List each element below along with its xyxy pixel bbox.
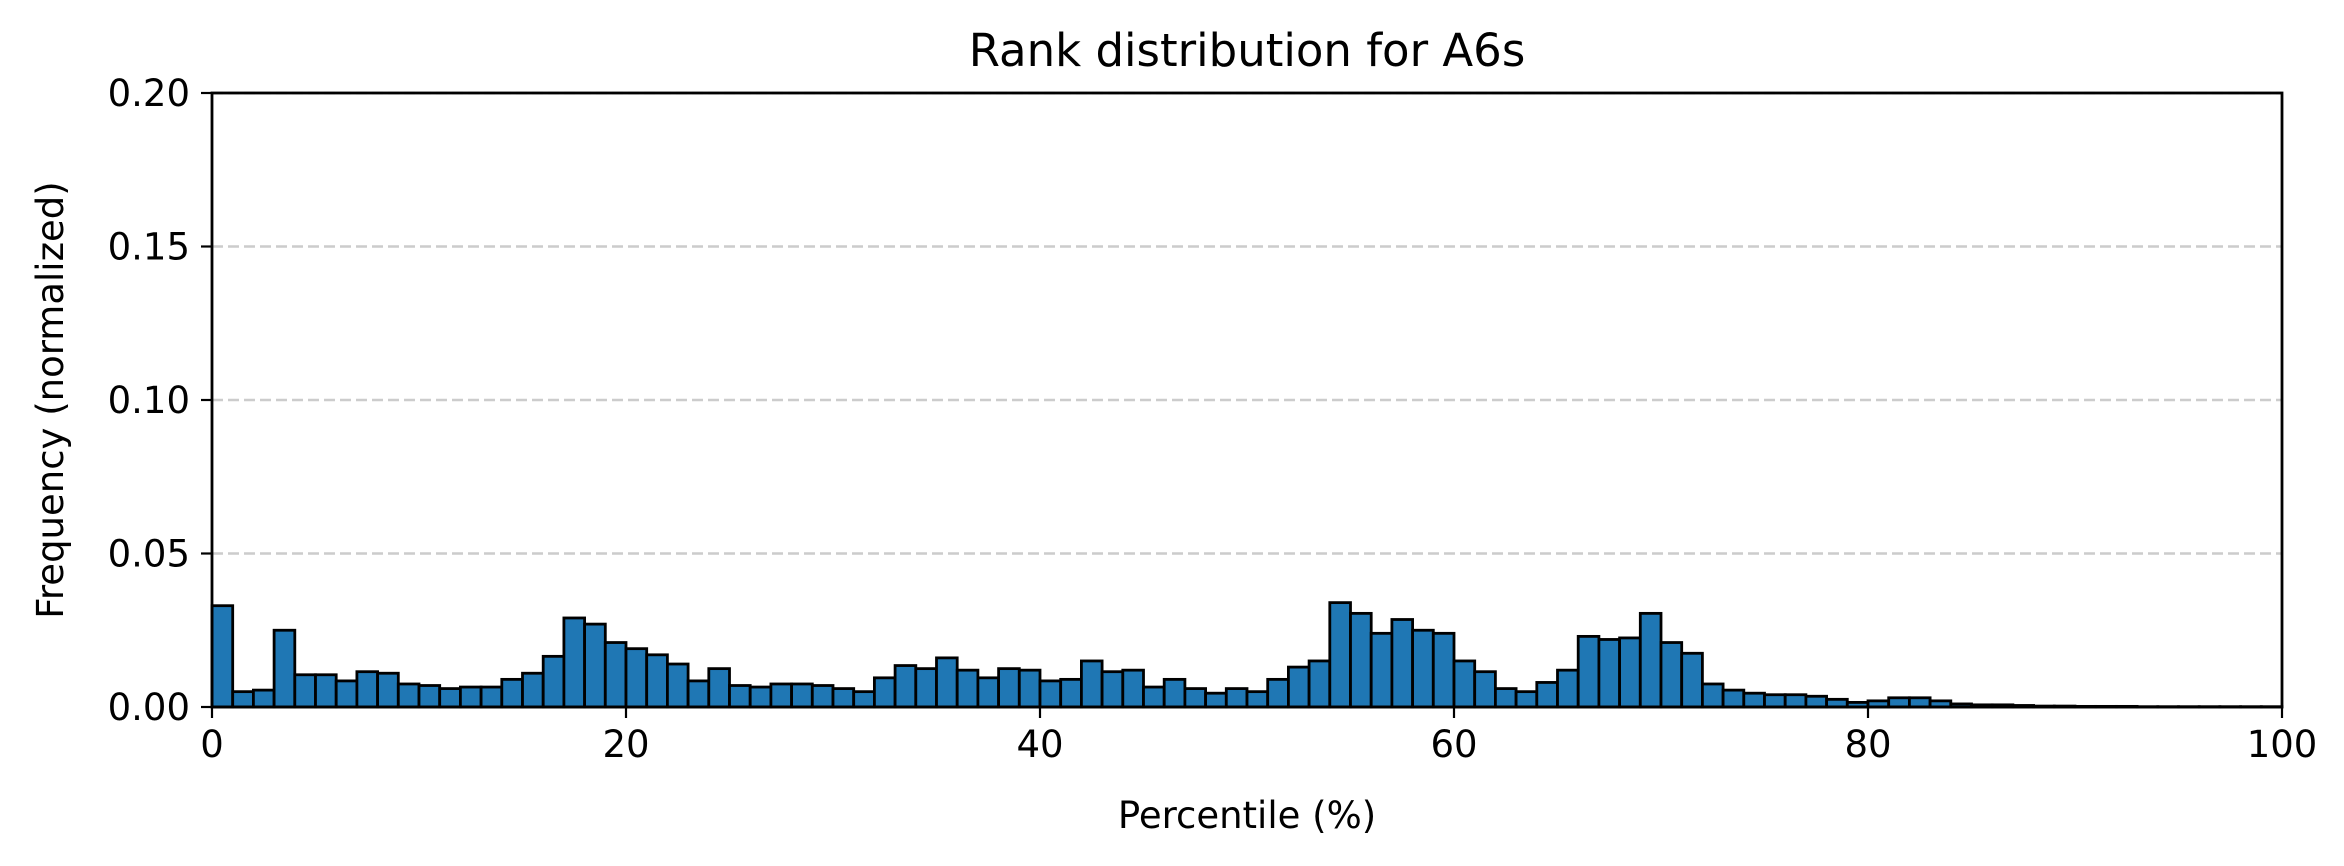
histogram-bar: [1494, 687, 1518, 709]
histogram-bar: [1183, 687, 1208, 709]
histogram-bar: [955, 668, 980, 709]
histogram-bar: [1287, 665, 1311, 709]
histogram-bar: [293, 673, 317, 709]
histogram-bar: [1142, 685, 1166, 709]
y-tick-label: 0.10: [108, 379, 190, 422]
histogram-bar: [521, 671, 545, 709]
histogram-bar: [1659, 641, 1684, 709]
histogram-bar: [873, 676, 897, 709]
histogram-bar: [231, 690, 255, 709]
histogram-bar: [645, 653, 669, 709]
histogram-bar: [1701, 682, 1725, 709]
y-tick-label: 0.15: [108, 226, 190, 269]
histogram-bar: [1783, 693, 1808, 709]
histogram-bar: [1618, 636, 1642, 709]
histogram-bar: [1017, 668, 1042, 709]
x-axis-label: Percentile (%): [1118, 794, 1376, 837]
histogram-bar: [1452, 659, 1477, 709]
histogram-bar: [1349, 611, 1373, 709]
x-tick-label: 100: [2247, 723, 2318, 766]
histogram-bar: [272, 628, 297, 709]
histogram-bar: [1742, 691, 1766, 709]
x-tick-label: 40: [1016, 723, 1063, 766]
y-tick-label: 0.00: [108, 686, 190, 729]
histogram-bar: [852, 690, 876, 709]
histogram-bar: [686, 679, 711, 709]
histogram-bar: [1307, 659, 1332, 709]
histogram-bar: [334, 679, 359, 709]
histogram-bar: [438, 687, 462, 709]
histogram-bar: [997, 667, 1021, 709]
histogram-bar: [831, 687, 856, 709]
histogram-bar: [541, 654, 566, 709]
histogram-bar: [1638, 611, 1663, 709]
histogram-bar: [1535, 681, 1559, 709]
histogram-bar: [479, 685, 504, 709]
histogram-bar: [1473, 670, 1497, 709]
x-tick-label: 20: [602, 723, 649, 766]
histogram-bar: [355, 670, 379, 709]
histogram-bar: [1224, 687, 1249, 709]
histogram-bar: [1204, 691, 1228, 709]
chart-title: Rank distribution for A6s: [969, 24, 1526, 77]
histogram-bar: [1100, 670, 1125, 709]
histogram-bar: [893, 664, 918, 709]
histogram-bar: [624, 647, 649, 709]
histogram-bar: [562, 616, 587, 709]
histogram-bar: [1556, 668, 1580, 709]
histogram-bar: [748, 685, 773, 709]
histogram-bar: [790, 682, 814, 709]
histogram-bar: [1266, 677, 1290, 709]
y-axis-label: Frequency (normalized): [29, 181, 72, 618]
histogram-bar: [1763, 693, 1787, 709]
histogram-bar: [376, 671, 400, 709]
histogram-bar: [914, 667, 938, 709]
histogram-bar: [1721, 688, 1746, 709]
histogram-bar: [769, 682, 794, 709]
histogram-bar: [728, 684, 752, 709]
histogram-bar: [1038, 679, 1063, 709]
histogram-bar: [583, 622, 607, 709]
histogram-bar: [1576, 634, 1601, 709]
histogram-bar: [1121, 668, 1145, 709]
x-tick-label: 0: [200, 723, 224, 766]
histogram-bar: [1514, 690, 1539, 709]
histogram-bar: [1680, 651, 1704, 709]
histogram-bar: [1411, 628, 1435, 709]
histogram-bar: [458, 685, 483, 709]
histogram-bar: [1431, 631, 1456, 709]
y-tick-label: 0.05: [108, 533, 190, 576]
histogram-bar: [976, 676, 1001, 709]
histogram-bar: [935, 656, 959, 709]
histogram-bar: [1390, 618, 1415, 709]
histogram-bar: [500, 677, 524, 709]
histogram-bar: [251, 688, 276, 709]
y-tick-label: 0.20: [108, 72, 190, 115]
histogram-bar: [1597, 638, 1622, 709]
histogram-bar: [666, 662, 690, 709]
histogram-bar: [210, 604, 235, 709]
histogram-bar: [314, 673, 338, 709]
histogram-bar: [707, 667, 731, 709]
x-tick-label: 80: [1844, 723, 1891, 766]
histogram-bar: [810, 684, 835, 709]
histogram-bar: [396, 682, 421, 709]
histogram-bar: [417, 684, 442, 709]
histogram-bars: [210, 601, 2284, 709]
histogram-bar: [1369, 631, 1394, 709]
axis-ticks: 0 20 40 60 80 100 0.00 0.05 0.10 0.15 0.20: [108, 72, 2318, 766]
histogram-bar: [1245, 690, 1270, 709]
gridlines: [212, 91, 2282, 555]
x-tick-label: 60: [1430, 723, 1477, 766]
histogram-bar: [603, 641, 628, 709]
histogram-bar: [1059, 677, 1083, 709]
histogram-bar: [1328, 601, 1352, 709]
histogram-bar: [1162, 677, 1187, 709]
histogram-bar: [1804, 694, 1829, 709]
histogram-bar: [1080, 659, 1104, 709]
